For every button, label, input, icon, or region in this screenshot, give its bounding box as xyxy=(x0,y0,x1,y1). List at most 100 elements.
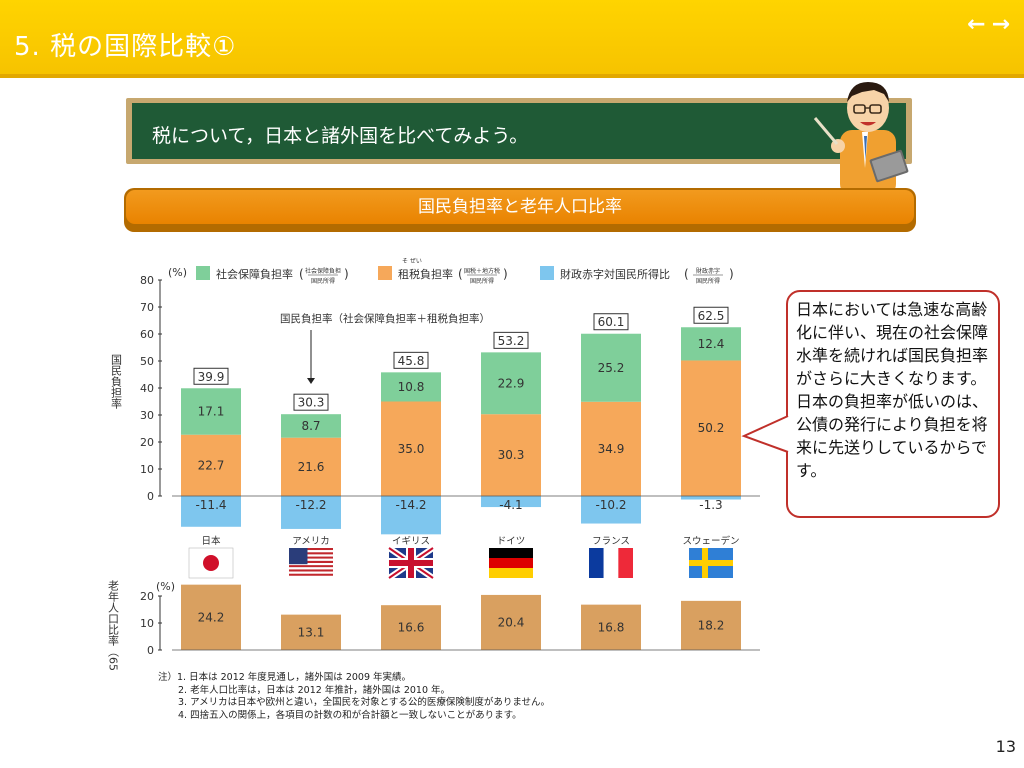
data-label-tax: 34.9 xyxy=(598,442,625,456)
total-label: 60.1 xyxy=(598,315,625,329)
chart-title: 国民負担率と老年人口比率 xyxy=(126,190,914,224)
legend-paren-close: ) xyxy=(503,267,508,281)
data-label-deficit: -14.2 xyxy=(395,498,426,512)
y-tick-label: 20 xyxy=(140,436,154,449)
total-box xyxy=(593,313,629,331)
footnote: 4. 四捨五入の関係上，各項目の計数の和が合計額と一致しないことがあります。 xyxy=(178,709,522,721)
bar-elderly-ratio xyxy=(681,600,741,650)
legend-swatch-tax xyxy=(378,266,392,280)
bottom-y-tick-label: 10 xyxy=(140,617,154,630)
data-label-social-security: 22.9 xyxy=(498,376,525,390)
legend-label-deficit: 財政赤字対国民所得比 xyxy=(560,267,670,281)
legend-label-tax: 租税負担率 xyxy=(398,267,453,281)
data-label-tax: 21.6 xyxy=(298,460,325,474)
page-number: 13 xyxy=(995,737,1016,756)
callout-text: 日本においては急速な高齢化に伴い、現在の社会保障水準を続ければ国民負担率がさらに… xyxy=(796,300,989,480)
y-tick-label: 10 xyxy=(140,463,154,476)
footnote: 注）1. 日本は 2012 年度見通し，諸外国は 2009 年実績。 xyxy=(158,672,412,683)
data-label-tax: 22.7 xyxy=(198,458,225,472)
bar-social-security xyxy=(181,388,241,435)
total-label: 62.5 xyxy=(698,309,725,323)
chart-title-bar: 国民負担率と老年人口比率 xyxy=(124,188,916,232)
data-label-deficit: -4.1 xyxy=(499,498,522,512)
y-tick-label: 0 xyxy=(147,490,154,503)
top-chart: 国民負担率 0 10 20 30 40 50 60 70 80 22.7 17.1 -11.4 39.9 2… xyxy=(110,274,760,535)
chalkboard-text: 税について，日本と諸外国を比べてみよう。 xyxy=(152,125,529,147)
legend-swatch-deficit xyxy=(540,266,554,280)
data-label-elderly-ratio: 24.2 xyxy=(198,610,225,624)
legend-swatch-social-security xyxy=(196,266,210,280)
data-label-tax: 30.3 xyxy=(498,448,525,462)
country-flag xyxy=(188,547,234,579)
bar-social-security xyxy=(281,414,341,438)
data-label-social-security: 10.8 xyxy=(398,380,425,394)
slide-title: 5. 税の国際比較① xyxy=(14,32,237,62)
total-label: 30.3 xyxy=(298,396,325,410)
bar-social-security xyxy=(381,372,441,402)
bar-elderly-ratio xyxy=(381,605,441,650)
total-box xyxy=(393,351,429,369)
legend-ruby-tax: そ ぜい xyxy=(402,258,422,265)
x-category-label: イギリス xyxy=(392,536,430,547)
data-label-social-security: 25.2 xyxy=(598,361,625,375)
legend-formula-bottom: 国民所得 xyxy=(311,277,335,285)
y-tick-label: 40 xyxy=(140,382,154,395)
country-flag xyxy=(589,548,633,578)
next-arrow-icon[interactable]: → xyxy=(991,12,1010,37)
y-tick-label: 80 xyxy=(140,274,154,287)
legend-paren-open: ( xyxy=(684,267,689,281)
explanation-callout: 日本においては急速な高齢化に伴い、現在の社会保障水準を続ければ国民負担率がさらに… xyxy=(786,290,1000,518)
total-box xyxy=(293,393,329,411)
bar-elderly-ratio xyxy=(581,604,641,650)
legend-formula-top: 財政赤字 xyxy=(696,267,720,275)
total-box xyxy=(193,367,229,385)
legend-label-social-security: 社会保障負担率 xyxy=(216,267,293,281)
data-label-social-security: 12.4 xyxy=(698,337,725,351)
bar-tax xyxy=(381,401,441,496)
chalkboard-frame: 税について，日本と諸外国を比べてみよう。 xyxy=(126,98,912,164)
data-label-deficit: -1.3 xyxy=(699,498,722,512)
annotation: 国民負担率（社会保障負担率＋租税負担率） xyxy=(280,312,490,384)
legend-paren-close: ) xyxy=(729,267,734,281)
legend-paren-open: ( xyxy=(299,267,304,281)
annotation-label: 国民負担率（社会保障負担率＋租税負担率） xyxy=(280,312,490,325)
total-label: 39.9 xyxy=(198,370,225,384)
bottom-chart: (%) 老年人口比率（65歳以上） 0 10 20 24.2 13.1 16.6 20.4 16.… xyxy=(107,580,760,670)
header-divider xyxy=(0,74,1024,78)
burden-rate-chart: (%) 社会保障負担率 ( 社会保障負担 国民所得 ) そ ぜい 租税負担率 (… xyxy=(107,258,760,670)
bar-deficit xyxy=(581,496,641,524)
x-category-label: フランス xyxy=(592,536,630,547)
legend-formula-bottom: 国民所得 xyxy=(470,277,494,285)
bar-elderly-ratio xyxy=(281,614,341,650)
data-label-social-security: 8.7 xyxy=(301,419,320,433)
country-flag xyxy=(289,548,333,578)
slide-navigation: ← → xyxy=(967,14,1010,36)
bar-social-security xyxy=(681,327,741,361)
x-category-label: 日本 xyxy=(201,535,221,547)
bar-elderly-ratio xyxy=(181,584,241,650)
prev-arrow-icon[interactable]: ← xyxy=(967,12,986,37)
data-label-tax: 50.2 xyxy=(698,421,725,435)
bar-deficit xyxy=(681,496,741,500)
total-label: 53.2 xyxy=(498,334,525,348)
bottom-y-tick-label: 0 xyxy=(147,644,154,657)
country-flag xyxy=(689,548,733,578)
data-label-elderly-ratio: 16.6 xyxy=(398,621,425,635)
legend-formula-bottom: 国民所得 xyxy=(696,277,720,285)
country-flag xyxy=(489,548,533,578)
bar-tax xyxy=(281,437,341,496)
legend-formula-top: 社会保障負担 xyxy=(305,267,341,275)
country-flags: 日本 アメリカ イギリス ドイツ フランス スウェーデン xyxy=(188,535,740,581)
slide-header xyxy=(0,0,1024,74)
teacher-illustration xyxy=(813,82,909,196)
bar-social-security xyxy=(581,333,641,402)
bottom-y-axis-label: 老年人口比率（65歳以上） xyxy=(107,580,120,670)
callout-pointer xyxy=(741,415,789,453)
x-category-label: アメリカ xyxy=(292,536,330,547)
bar-social-security xyxy=(481,352,541,415)
chart-legend: (%) 社会保障負担率 ( 社会保障負担 国民所得 ) そ ぜい 租税負担率 (… xyxy=(168,258,734,285)
bottom-unit-label: (%) xyxy=(156,580,175,593)
data-label-deficit: -11.4 xyxy=(195,498,226,512)
footnote: 2. 老年人口比率は，日本は 2012 年推計，諸外国は 2010 年。 xyxy=(178,684,451,696)
data-label-tax: 35.0 xyxy=(398,442,425,456)
